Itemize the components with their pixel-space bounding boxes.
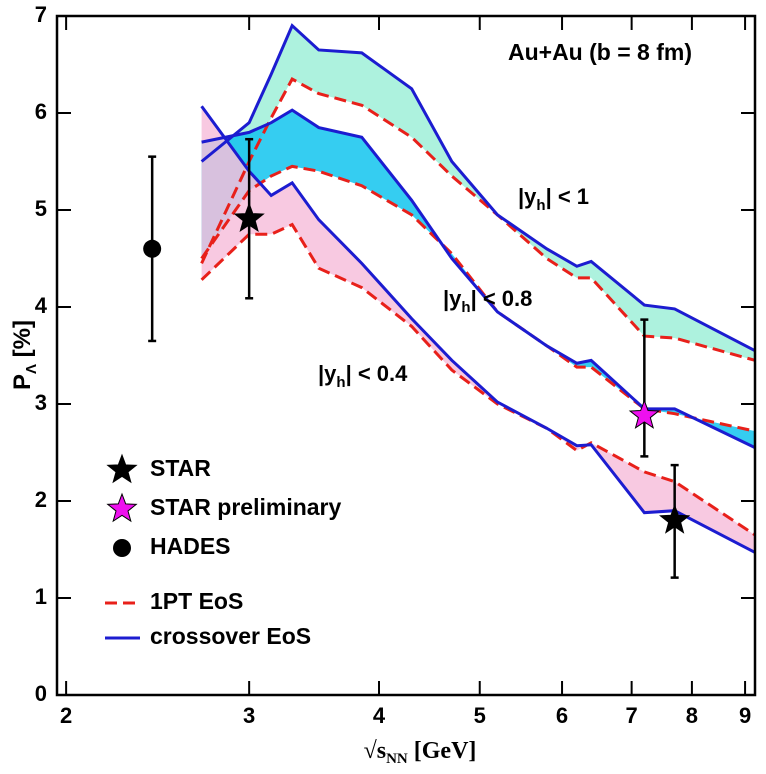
x-axis-label-part: [GeV] [408, 738, 477, 764]
legend-label: 1PT EoS [150, 588, 243, 614]
curve-line [200, 222, 756, 537]
y-tick-label: 4 [35, 293, 48, 318]
data-point [143, 239, 162, 258]
curve-line [200, 23, 756, 352]
plot-frame [55, 14, 757, 697]
curve-line [200, 105, 756, 554]
legend-marker [113, 539, 131, 557]
y-tick-label: 5 [35, 196, 47, 221]
band-label: |yh| < 0.8 [443, 286, 532, 317]
legend-label: crossover EoS [150, 623, 311, 649]
y-tick-label: 7 [35, 2, 47, 27]
x-tick-label: 4 [373, 703, 386, 728]
y-axis-label-part: [%] [9, 320, 36, 364]
y-tick-label: 3 [35, 390, 47, 415]
band-fill [201, 110, 756, 448]
band-label-part: | < 1 [546, 184, 589, 209]
curve-line [200, 164, 756, 433]
x-tick-label: 9 [739, 703, 751, 728]
x-tick-label: 7 [626, 703, 638, 728]
x-tick-label: 3 [243, 703, 255, 728]
band-label: |yh| < 0.4 [318, 361, 408, 392]
curve-line [201, 108, 756, 450]
y-tick-label: 0 [35, 681, 47, 706]
band-label-part: |y [518, 184, 537, 209]
data-point [233, 202, 265, 233]
band-label-part: | < 0.4 [346, 361, 409, 386]
band-label-part: | < 0.8 [471, 286, 533, 311]
x-tick-label: 8 [686, 703, 698, 728]
band-fill [201, 106, 756, 553]
x-tick-label: 5 [474, 703, 486, 728]
x-axis-label-part: NN [386, 751, 408, 767]
legend-marker [106, 492, 138, 523]
y-tick-label: 2 [35, 487, 47, 512]
x-tick-label: 2 [60, 703, 72, 728]
legend-label: STAR [150, 455, 211, 481]
band-label-part: |y [318, 361, 337, 386]
band-label: |yh| < 1 [518, 184, 589, 215]
y-axis-label-part: Λ [23, 364, 40, 374]
x-tick-label: 6 [556, 703, 568, 728]
band-label-part: h [461, 299, 470, 316]
x-axis-label: √sNN [GeV] [364, 738, 477, 768]
legend-label: STAR preliminary [150, 494, 341, 520]
band-label-part: |y [443, 286, 462, 311]
band-label-part: h [536, 197, 545, 214]
y-tick-label: 6 [35, 99, 47, 124]
data-point [628, 399, 660, 429]
y-axis-label-part: P [9, 374, 36, 390]
legend-label: HADES [150, 533, 231, 559]
x-axis-label-part: √s [364, 738, 387, 764]
y-tick-label: 1 [35, 584, 47, 609]
annotation: Au+Au (b = 8 fm) [508, 39, 692, 65]
data-point [659, 503, 691, 534]
legend-marker [106, 453, 138, 484]
band-label-part: h [336, 374, 345, 391]
curve-line [200, 77, 756, 362]
y-axis-label: PΛ [%] [9, 320, 40, 390]
